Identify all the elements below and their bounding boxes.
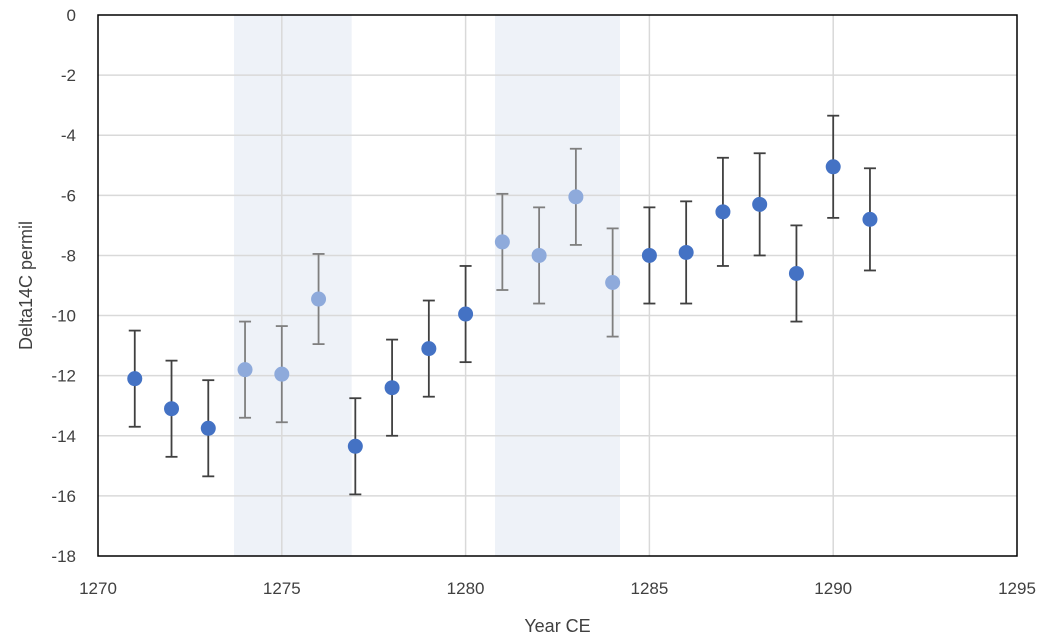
data-point [605, 274, 621, 290]
data-point [274, 366, 290, 382]
data-point [752, 196, 768, 212]
data-point [237, 362, 253, 378]
y-axis-ticks: 0 -2 -4 -6 -8 -10 -12 -14 -16 -18 [51, 6, 76, 566]
data-point [568, 189, 584, 205]
gridlines [98, 15, 1017, 556]
x-axis-title: Year CE [524, 616, 590, 636]
y-tick-label: -10 [51, 307, 76, 326]
data-point [200, 420, 216, 436]
data-point [311, 291, 327, 307]
y-tick-label: -18 [51, 547, 76, 566]
x-tick-label: 1285 [630, 579, 668, 598]
data-point [825, 159, 841, 175]
data-point [347, 438, 363, 454]
x-tick-label: 1295 [998, 579, 1036, 598]
y-tick-label: -4 [61, 126, 76, 145]
y-tick-label: -6 [61, 186, 76, 205]
data-points [127, 159, 878, 454]
y-tick-label: -2 [61, 66, 76, 85]
data-point [164, 401, 180, 417]
data-point [678, 244, 694, 260]
y-tick-label: -12 [51, 367, 76, 386]
data-point [458, 306, 474, 322]
y-tick-label: -16 [51, 487, 76, 506]
data-point [715, 204, 731, 220]
data-point [127, 371, 143, 387]
data-point [421, 341, 437, 357]
shaded-band-1 [234, 15, 352, 556]
y-tick-label: -14 [51, 427, 76, 446]
x-tick-label: 1270 [79, 579, 117, 598]
data-point [494, 234, 510, 250]
data-point [788, 265, 804, 281]
y-axis-title: Delta14C permil [16, 221, 36, 350]
data-point [384, 380, 400, 396]
data-point [531, 247, 547, 263]
x-axis-ticks: 1270 1275 1280 1285 1290 1295 [79, 579, 1036, 598]
data-point [641, 247, 657, 263]
shaded-bands [234, 15, 620, 556]
y-tick-label: 0 [67, 6, 76, 25]
shaded-band-2 [495, 15, 620, 556]
data-point [862, 211, 878, 227]
x-tick-label: 1275 [263, 579, 301, 598]
x-tick-label: 1290 [814, 579, 852, 598]
y-tick-label: -8 [61, 246, 76, 265]
x-tick-label: 1280 [447, 579, 485, 598]
plot-area-border [97, 14, 1018, 557]
